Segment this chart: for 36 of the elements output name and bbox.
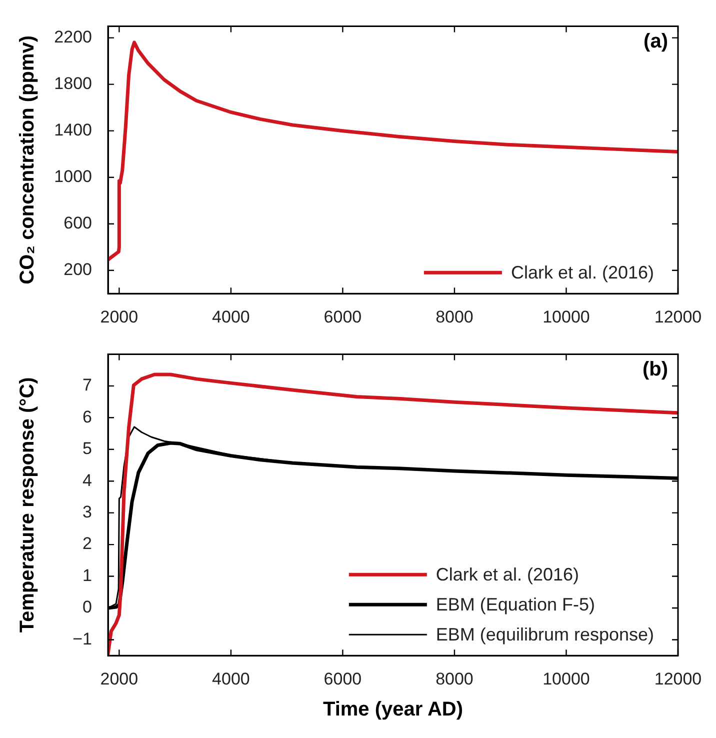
x-tick-label: 12000 — [654, 307, 702, 326]
y-tick-label: 600 — [64, 214, 92, 233]
y-tick-label: 1800 — [54, 74, 92, 94]
y-tick-label: 0 — [82, 598, 92, 617]
x-tick-label: 4000 — [212, 307, 250, 326]
x-tick-label: 2000 — [100, 307, 138, 326]
y-tick-label: 1400 — [54, 120, 92, 140]
x-tick-label: 2000 — [100, 669, 138, 688]
x-tick-label: 8000 — [436, 669, 474, 688]
y-tick-label: 2200 — [54, 28, 92, 47]
x-tick-label: 6000 — [324, 669, 362, 688]
x-tick-label: 4000 — [212, 669, 250, 688]
y-tick-label: 7 — [82, 376, 92, 395]
x-tick-label: 12000 — [654, 669, 702, 688]
y-axis-title: Temperature response (°C) — [16, 377, 39, 633]
chart-title: (a) — [644, 30, 668, 53]
y-tick-label: 4 — [82, 470, 92, 490]
y-tick-label: 1000 — [54, 167, 92, 186]
x-axis-title: Time (year AD) — [322, 698, 464, 721]
x-tick-label: 10000 — [542, 307, 590, 326]
legend-label: Clark et al. (2016) — [510, 262, 654, 283]
x-tick-label: 6000 — [324, 307, 362, 326]
y-tick-label: −1 — [72, 629, 92, 648]
y-axis-title: CO₂ concentration (ppmv) — [16, 35, 39, 284]
y-tick-label: 6 — [82, 407, 92, 426]
legend-label: Clark et al. (2016) — [436, 564, 579, 585]
y-tick-label: 1 — [82, 566, 92, 585]
x-tick-label: 8000 — [436, 307, 474, 326]
y-tick-label: 2 — [82, 534, 92, 554]
x-tick-label: 10000 — [542, 669, 590, 688]
legend-label: EBM (Equation F-5) — [436, 594, 595, 615]
chart-title: (b) — [642, 358, 668, 381]
y-tick-label: 200 — [64, 260, 92, 280]
y-tick-label: 3 — [82, 502, 92, 522]
legend-label: EBM (equilibrum response) — [436, 624, 654, 645]
y-tick-label: 5 — [82, 439, 92, 458]
